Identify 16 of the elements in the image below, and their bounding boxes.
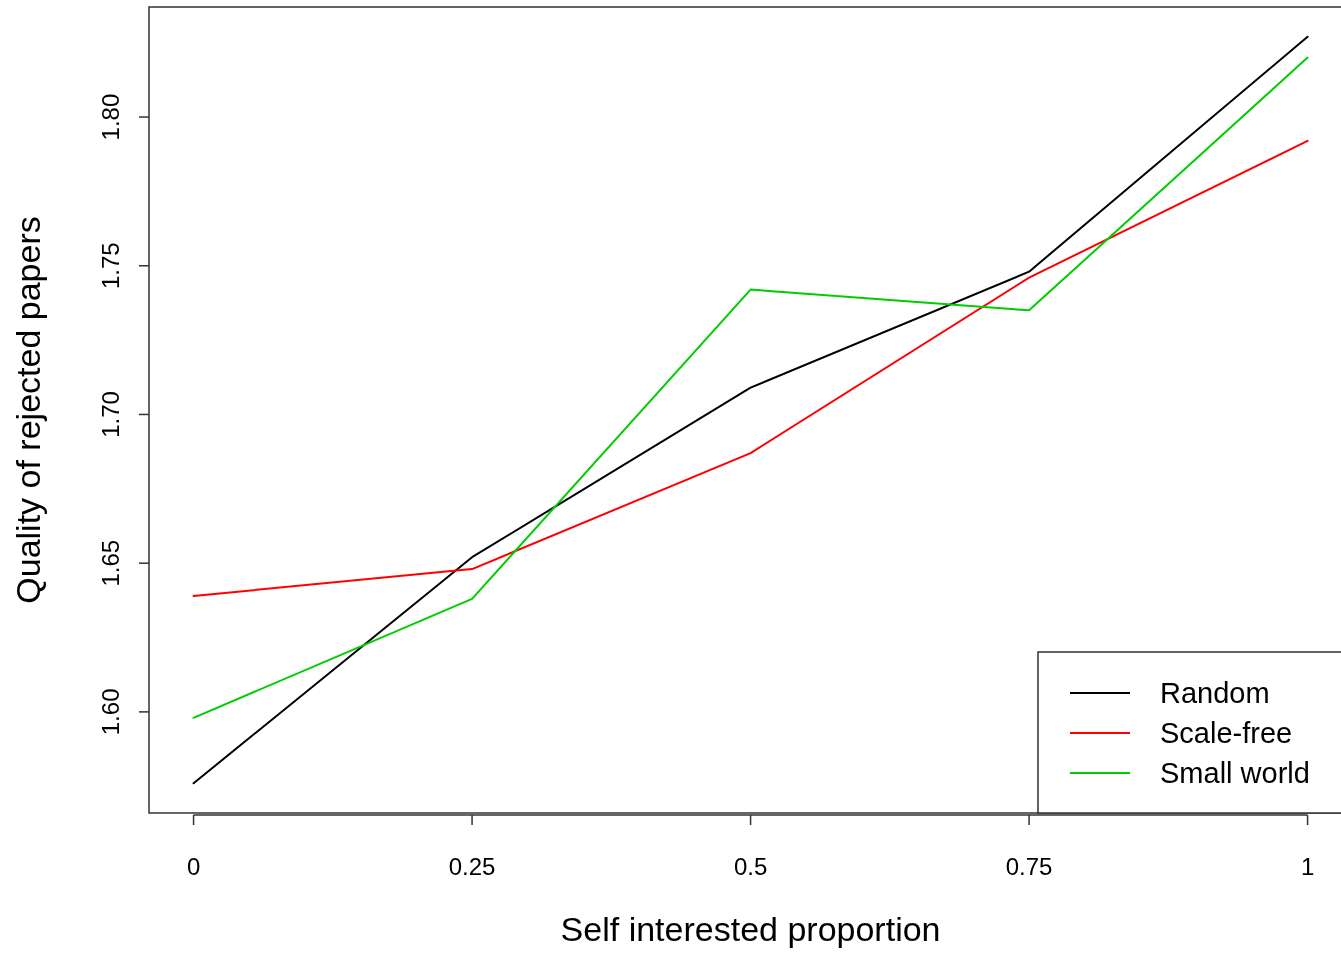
x-tick-label: 0.5 xyxy=(733,853,768,880)
x-tick-label: 0.25 xyxy=(448,853,496,880)
legend-label: Scale-free xyxy=(1160,717,1293,749)
y-tick-label: 1.80 xyxy=(97,93,124,141)
x-tick-label: 1 xyxy=(1300,853,1315,880)
legend-label: Small world xyxy=(1160,757,1310,789)
x-tick-label: 0.75 xyxy=(1005,853,1053,880)
legend-label: Random xyxy=(1160,677,1270,709)
y-tick-label: 1.60 xyxy=(97,688,124,736)
line-series xyxy=(192,139,1309,597)
x-axis-title: Self interested proportion xyxy=(560,910,941,948)
y-tick-label: 1.75 xyxy=(97,242,124,290)
y-tick-label: 1.65 xyxy=(97,539,124,587)
x-tick-label: 0 xyxy=(186,853,201,880)
y-tick-label: 1.70 xyxy=(97,391,124,438)
y-axis-title: Quality of rejected papers xyxy=(9,216,47,604)
